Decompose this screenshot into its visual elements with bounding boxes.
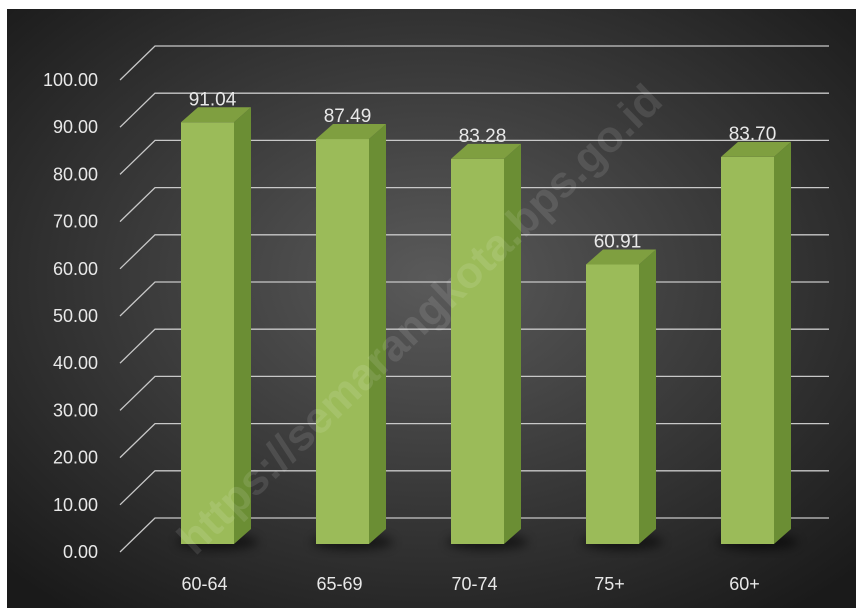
data-label: 60.91 [594,232,642,253]
y-tick-label: 30.00 [53,400,98,420]
y-tick-label: 60.00 [53,259,98,279]
category-label: 65-69 [316,574,362,594]
bar [451,143,521,544]
bar-top [721,141,791,157]
bar-side [639,249,656,544]
gridline [119,234,829,270]
gridline [119,186,829,223]
bar-front [451,158,504,544]
bar-side [234,107,251,544]
x-axis-categories: 60-64 65-69 70-74 75+ 60+ [181,574,759,594]
category-label: 75+ [594,574,625,594]
data-label: 87.49 [324,106,372,127]
y-axis-ticks: 0.00 10.00 20.00 30.00 40.00 50.00 60.00 70.00 8… [43,70,98,562]
bar-front [586,264,639,544]
gridline [119,92,829,128]
chart-background [7,9,856,608]
bar [721,141,791,544]
y-tick-label: 90.00 [53,117,98,137]
data-label: 91.04 [189,89,237,110]
y-tick-label: 20.00 [53,448,98,468]
data-label: 83.70 [729,124,777,145]
bar [316,124,386,545]
bar [586,249,656,544]
category-label: 60+ [729,574,760,594]
bar [181,107,251,544]
y-tick-label: 70.00 [53,212,98,232]
y-tick-label: 50.00 [53,306,98,326]
y-tick-label: 10.00 [53,495,98,515]
data-label: 83.28 [459,126,507,147]
bar-side [369,124,386,544]
bar-front [181,122,234,544]
category-label: 60-64 [181,574,227,594]
y-tick-label: 80.00 [53,164,98,184]
bars [181,107,791,545]
gridline [119,139,829,175]
bar-side [774,141,791,544]
gridline [119,45,829,81]
category-label: 70-74 [451,574,497,594]
y-tick-label: 40.00 [53,353,98,373]
y-tick-label: 100.00 [43,70,98,90]
bar-side [504,143,521,544]
bar-top [586,249,656,265]
y-tick-label: 0.00 [63,542,98,562]
data-labels: 91.04 87.49 83.28 60.91 83.70 [189,89,777,252]
bar-front [721,156,774,544]
bar-top [316,124,386,140]
bar-top [181,107,251,123]
bar-top [451,143,521,159]
bar-front [316,139,369,545]
